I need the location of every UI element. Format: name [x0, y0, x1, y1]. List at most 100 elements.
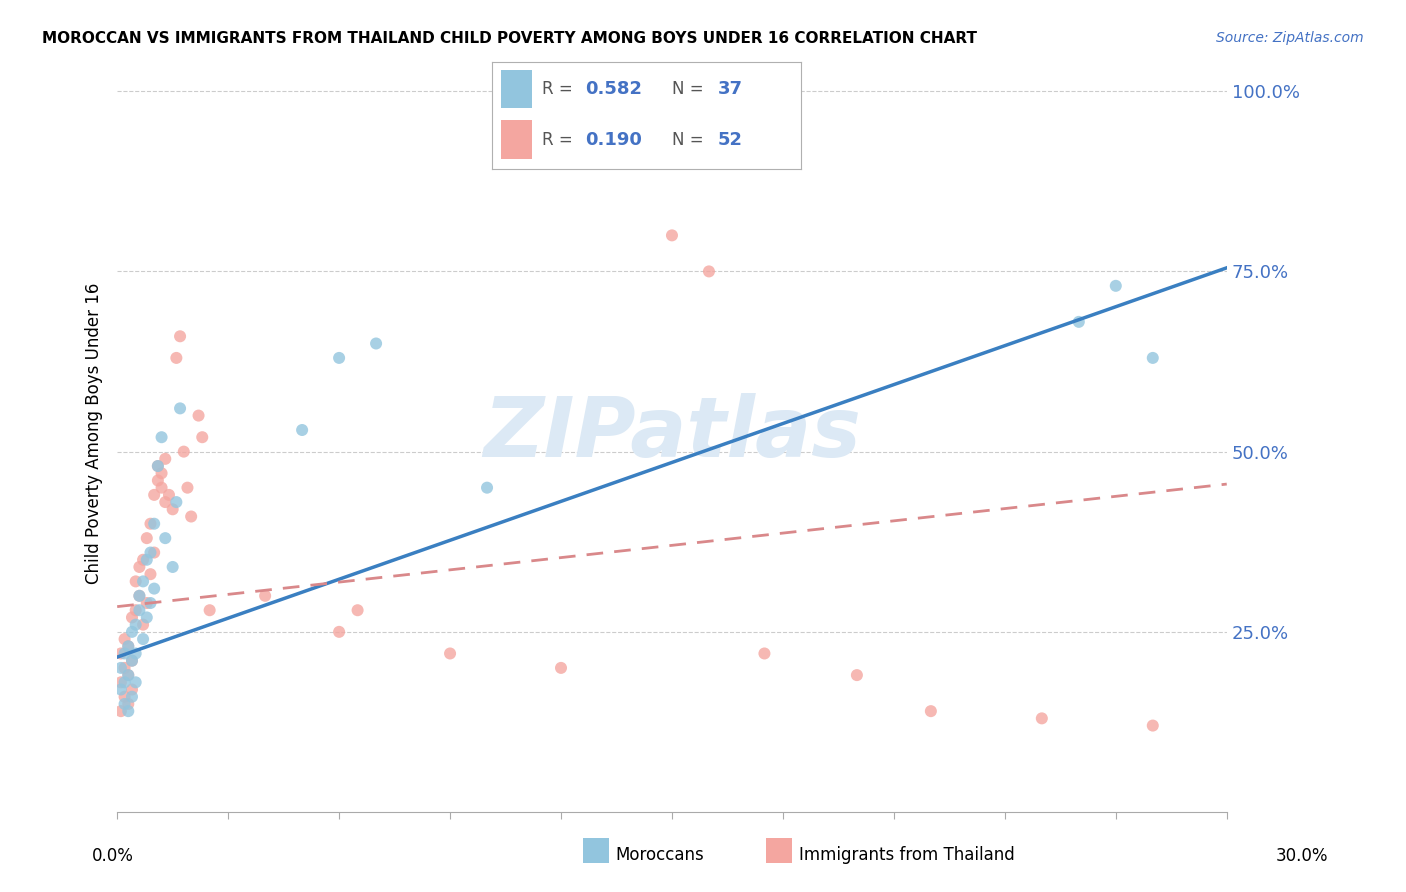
Point — [110, 682, 132, 697]
Point — [110, 704, 132, 718]
Point — [176, 481, 198, 495]
Point — [364, 336, 387, 351]
Text: Source: ZipAtlas.com: Source: ZipAtlas.com — [1216, 31, 1364, 45]
Point — [143, 582, 166, 596]
Point — [114, 697, 136, 711]
Point — [187, 409, 209, 423]
Point — [697, 264, 720, 278]
Point — [110, 661, 132, 675]
Point — [114, 675, 136, 690]
Point — [155, 495, 177, 509]
Point — [128, 560, 150, 574]
Point — [920, 704, 942, 718]
Text: 0.190: 0.190 — [585, 130, 641, 148]
Point — [128, 589, 150, 603]
Point — [162, 502, 184, 516]
Point — [169, 401, 191, 416]
Point — [198, 603, 221, 617]
Text: 0.0%: 0.0% — [91, 847, 134, 865]
Point — [125, 574, 148, 589]
Point — [146, 474, 169, 488]
Point — [157, 488, 180, 502]
Point — [1142, 718, 1164, 732]
Point — [125, 647, 148, 661]
Point — [165, 351, 187, 365]
Point — [121, 624, 143, 639]
Point — [150, 467, 173, 481]
Point — [165, 495, 187, 509]
Point — [114, 690, 136, 704]
Point — [254, 589, 277, 603]
Point — [139, 567, 162, 582]
Point — [661, 228, 683, 243]
Point — [143, 545, 166, 559]
Point — [114, 647, 136, 661]
Point — [117, 668, 139, 682]
Y-axis label: Child Poverty Among Boys Under 16: Child Poverty Among Boys Under 16 — [86, 283, 103, 584]
Point — [143, 516, 166, 531]
Text: ZIPatlas: ZIPatlas — [484, 393, 860, 475]
Point — [135, 596, 157, 610]
Point — [162, 560, 184, 574]
Point — [139, 516, 162, 531]
Point — [132, 632, 155, 646]
Point — [1067, 315, 1090, 329]
Point — [173, 444, 195, 458]
Point — [146, 458, 169, 473]
Point — [117, 697, 139, 711]
Text: Immigrants from Thailand: Immigrants from Thailand — [799, 847, 1014, 864]
Point — [121, 654, 143, 668]
Point — [132, 553, 155, 567]
Point — [135, 610, 157, 624]
Point — [1142, 351, 1164, 365]
Point — [1105, 278, 1128, 293]
Point — [121, 610, 143, 624]
Point — [180, 509, 202, 524]
Point — [845, 668, 868, 682]
Point — [155, 531, 177, 545]
Point — [117, 668, 139, 682]
Point — [328, 351, 350, 365]
Point — [135, 531, 157, 545]
Text: 37: 37 — [718, 80, 742, 98]
Point — [110, 647, 132, 661]
Bar — [502, 70, 533, 109]
Point — [117, 640, 139, 654]
Point — [328, 624, 350, 639]
Bar — [502, 120, 533, 159]
Point — [550, 661, 572, 675]
Text: N =: N = — [672, 130, 709, 148]
Text: 30.0%: 30.0% — [1277, 847, 1329, 865]
Point — [135, 553, 157, 567]
Point — [121, 654, 143, 668]
Text: Moroccans: Moroccans — [616, 847, 704, 864]
Point — [169, 329, 191, 343]
Point — [155, 451, 177, 466]
Point — [125, 675, 148, 690]
Text: R =: R = — [541, 80, 578, 98]
Text: 0.582: 0.582 — [585, 80, 643, 98]
Point — [150, 481, 173, 495]
Point — [754, 647, 776, 661]
Point — [191, 430, 214, 444]
Point — [139, 545, 162, 559]
Point — [114, 632, 136, 646]
Text: MOROCCAN VS IMMIGRANTS FROM THAILAND CHILD POVERTY AMONG BOYS UNDER 16 CORRELATI: MOROCCAN VS IMMIGRANTS FROM THAILAND CHI… — [42, 31, 977, 46]
Point — [439, 647, 461, 661]
Point — [114, 661, 136, 675]
Point — [121, 682, 143, 697]
Point — [1031, 711, 1053, 725]
Point — [346, 603, 368, 617]
Point — [125, 617, 148, 632]
Point — [143, 488, 166, 502]
Point — [121, 690, 143, 704]
Text: R =: R = — [541, 130, 578, 148]
Point — [128, 589, 150, 603]
Text: 52: 52 — [718, 130, 742, 148]
Point — [117, 704, 139, 718]
Point — [146, 458, 169, 473]
Point — [128, 603, 150, 617]
Point — [291, 423, 314, 437]
Point — [139, 596, 162, 610]
Point — [125, 603, 148, 617]
